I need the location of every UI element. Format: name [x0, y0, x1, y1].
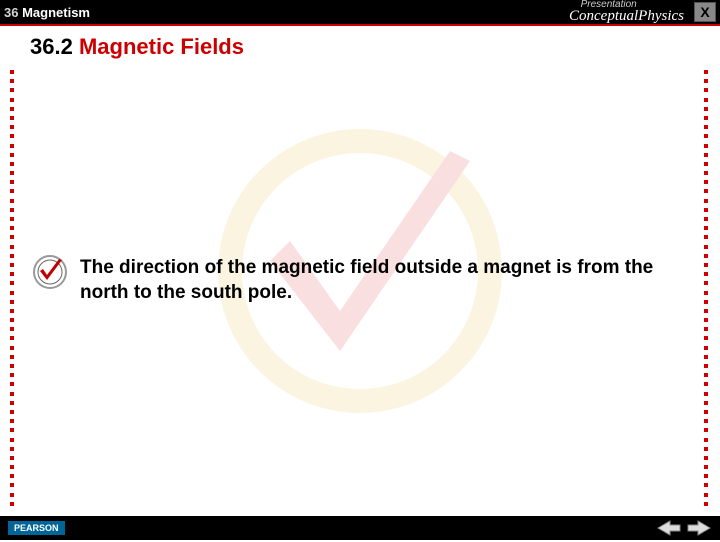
publisher-logo: PEARSON	[8, 521, 65, 535]
close-icon: X	[700, 4, 709, 20]
chapter-title: Magnetism	[22, 5, 90, 20]
dots-right	[704, 70, 710, 506]
section-number: 36.2	[30, 34, 73, 59]
brand-sub: ConceptualPhysics	[569, 9, 684, 24]
body-text: The direction of the magnetic field outs…	[80, 256, 660, 305]
prev-button[interactable]	[656, 519, 682, 537]
content-area: 36.2 Magnetic Fields The direction of th…	[0, 26, 720, 516]
close-button[interactable]: X	[694, 2, 716, 22]
brand-area: PresentationEXPRESS ConceptualPhysics X	[563, 0, 716, 24]
concept-check-icon	[32, 254, 68, 290]
section-title-text: Magnetic Fields	[79, 34, 244, 59]
chapter-number: 36	[4, 5, 18, 20]
footer-bar: PEARSON	[0, 516, 720, 540]
dots-left	[10, 70, 16, 506]
brand-conceptual: Conceptual	[569, 8, 638, 24]
chapter-label: 36 Magnetism	[4, 5, 90, 20]
nav-controls	[656, 519, 712, 537]
brand-physics: Physics	[638, 8, 684, 24]
section-heading: 36.2 Magnetic Fields	[30, 34, 690, 60]
header-bar: 36 Magnetism PresentationEXPRESS Concept…	[0, 0, 720, 24]
next-button[interactable]	[686, 519, 712, 537]
brand-block: PresentationEXPRESS ConceptualPhysics	[563, 0, 684, 24]
